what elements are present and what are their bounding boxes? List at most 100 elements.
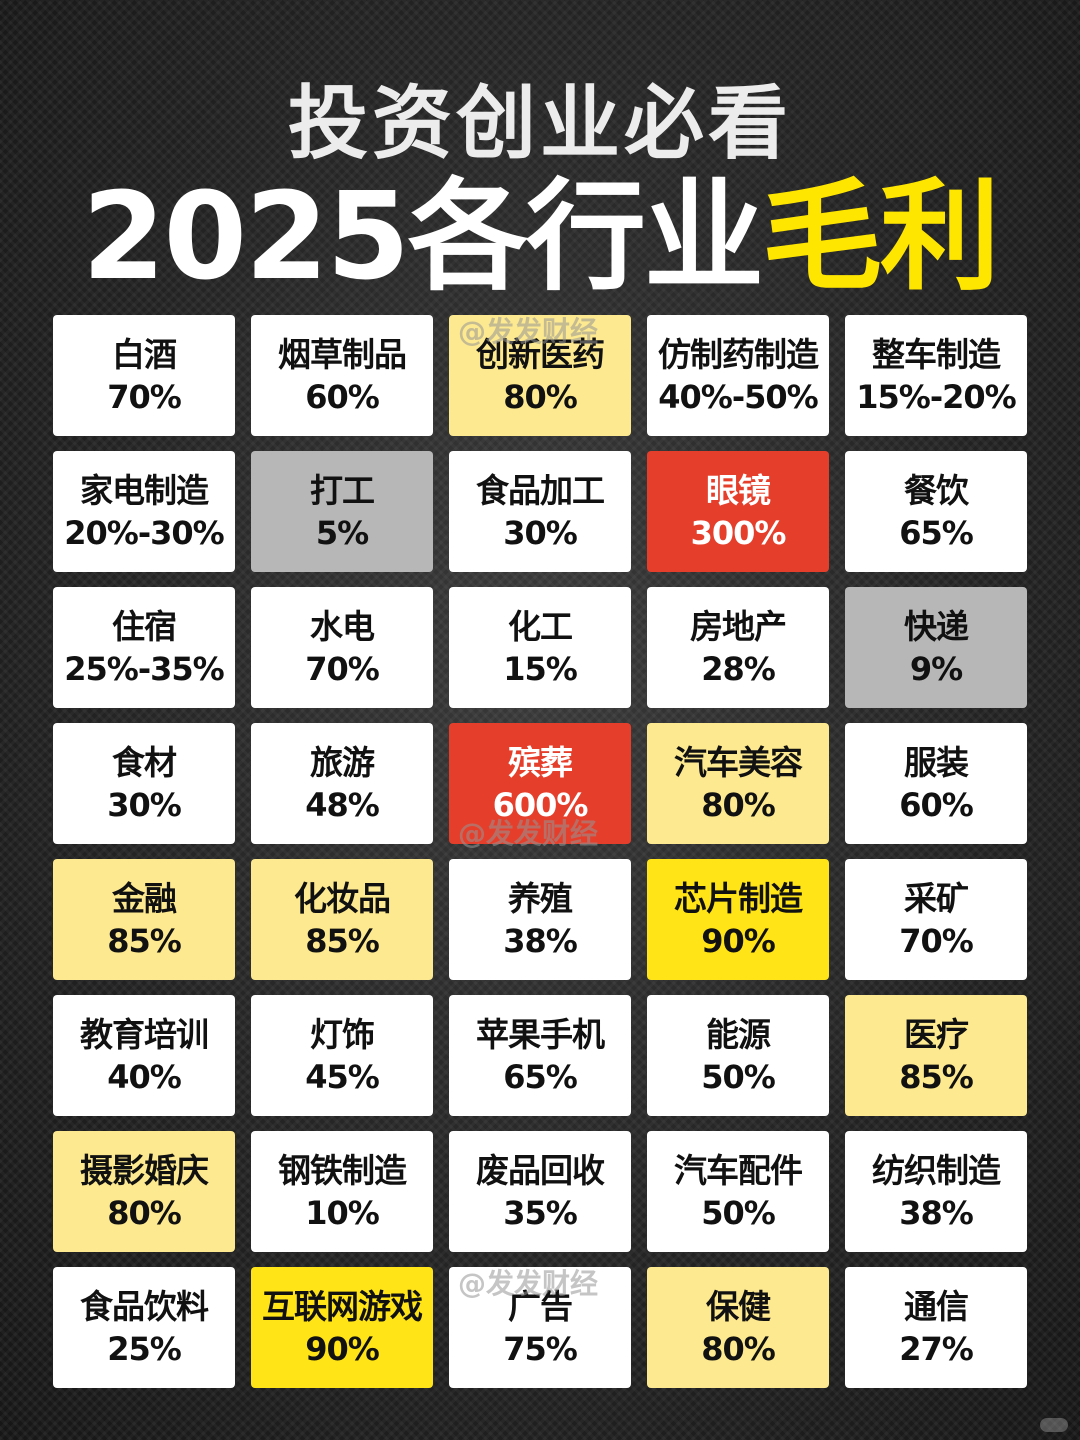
industry-name: 芯片制造 <box>674 878 803 918</box>
industry-name: 殡葬 <box>508 742 573 782</box>
industry-name: 白酒 <box>112 334 177 374</box>
gross-margin-value: 15%-20% <box>856 377 1016 416</box>
gross-margin-value: 70% <box>305 649 380 688</box>
industry-card: 眼镜 300% <box>647 451 829 572</box>
industry-name: 摄影婚庆 <box>80 1150 209 1190</box>
gross-margin-value: 80% <box>107 1193 182 1232</box>
gross-margin-value: 80% <box>503 377 578 416</box>
industry-card: 医疗 85% <box>845 995 1027 1116</box>
industry-name: 养殖 <box>508 878 573 918</box>
gross-margin-value: 70% <box>107 377 182 416</box>
industry-card: 仿制药制造 40%-50% <box>647 315 829 436</box>
title-main-text: 2025各行业 <box>82 168 764 307</box>
gross-margin-value: 85% <box>899 1057 974 1096</box>
industry-name: 汽车美容 <box>674 742 803 782</box>
industry-card: 教育培训 40% <box>53 995 235 1116</box>
industry-name: 钢铁制造 <box>278 1150 407 1190</box>
industry-card: 灯饰 45% <box>251 995 433 1116</box>
industry-name: 废品回收 <box>476 1150 605 1190</box>
industry-name: 房地产 <box>690 606 787 646</box>
gross-margin-value: 90% <box>305 1329 380 1368</box>
industry-card: 钢铁制造 10% <box>251 1131 433 1252</box>
industry-card: 广告 75% <box>449 1267 631 1388</box>
industry-card: 住宿 25%-35% <box>53 587 235 708</box>
corner-badge <box>1040 1418 1068 1432</box>
title-line-1: 投资创业必看 <box>288 77 792 170</box>
industry-name: 餐饮 <box>904 470 969 510</box>
gross-margin-value: 40% <box>107 1057 182 1096</box>
industry-card: 摄影婚庆 80% <box>53 1131 235 1252</box>
industry-name: 灯饰 <box>310 1014 375 1054</box>
industry-name: 眼镜 <box>706 470 771 510</box>
industry-name: 水电 <box>310 606 375 646</box>
industry-name: 通信 <box>904 1286 969 1326</box>
industry-name: 家电制造 <box>80 470 209 510</box>
gross-margin-value: 28% <box>701 649 776 688</box>
gross-margin-value: 65% <box>503 1057 578 1096</box>
gross-margin-value: 25% <box>107 1329 182 1368</box>
gross-margin-value: 45% <box>305 1057 380 1096</box>
industry-card: 汽车美容 80% <box>647 723 829 844</box>
industry-card: 废品回收 35% <box>449 1131 631 1252</box>
industry-name: 医疗 <box>904 1014 969 1054</box>
industry-name: 化妆品 <box>294 878 391 918</box>
industry-name: 食品饮料 <box>80 1286 209 1326</box>
industry-margin-grid: 白酒 70% 烟草制品 60% 创新医药 80% 仿制药制造 40%-50% 整车制造 15%-2… <box>53 315 1027 1388</box>
industry-card: 保健 80% <box>647 1267 829 1388</box>
gross-margin-value: 38% <box>899 1193 974 1232</box>
industry-card: 能源 50% <box>647 995 829 1116</box>
title-highlight-text: 毛利 <box>761 168 1000 307</box>
industry-card: 互联网游戏 90% <box>251 1267 433 1388</box>
industry-card: 养殖 38% <box>449 859 631 980</box>
industry-name: 教育培训 <box>80 1014 209 1054</box>
industry-name: 纺织制造 <box>872 1150 1001 1190</box>
gross-margin-value: 600% <box>492 785 589 824</box>
gross-margin-value: 48% <box>305 785 380 824</box>
gross-margin-value: 25%-35% <box>64 649 224 688</box>
industry-card: 芯片制造 90% <box>647 859 829 980</box>
industry-card: 汽车配件 50% <box>647 1131 829 1252</box>
industry-card: 餐饮 65% <box>845 451 1027 572</box>
industry-card: 水电 70% <box>251 587 433 708</box>
gross-margin-value: 60% <box>899 785 974 824</box>
industry-name: 仿制药制造 <box>658 334 819 374</box>
industry-card: 烟草制品 60% <box>251 315 433 436</box>
industry-card: 苹果手机 65% <box>449 995 631 1116</box>
industry-card: 纺织制造 38% <box>845 1131 1027 1252</box>
industry-name: 服装 <box>904 742 969 782</box>
gross-margin-value: 60% <box>305 377 380 416</box>
gross-margin-value: 80% <box>701 785 776 824</box>
industry-card: 打工 5% <box>251 451 433 572</box>
industry-name: 整车制造 <box>872 334 1001 374</box>
gross-margin-value: 35% <box>503 1193 578 1232</box>
gross-margin-value: 85% <box>305 921 380 960</box>
industry-card: 创新医药 80% <box>449 315 631 436</box>
gross-margin-value: 80% <box>701 1329 776 1368</box>
gross-margin-value: 20%-30% <box>64 513 224 552</box>
industry-card: 殡葬 600% <box>449 723 631 844</box>
gross-margin-value: 65% <box>899 513 974 552</box>
industry-card: 家电制造 20%-30% <box>53 451 235 572</box>
industry-name: 能源 <box>706 1014 771 1054</box>
industry-card: 服装 60% <box>845 723 1027 844</box>
gross-margin-value: 300% <box>690 513 787 552</box>
gross-margin-value: 85% <box>107 921 182 960</box>
industry-name: 保健 <box>706 1286 771 1326</box>
industry-name: 金融 <box>112 878 177 918</box>
gross-margin-value: 50% <box>701 1057 776 1096</box>
gross-margin-value: 15% <box>503 649 578 688</box>
industry-card: 食品饮料 25% <box>53 1267 235 1388</box>
industry-card: 通信 27% <box>845 1267 1027 1388</box>
gross-margin-value: 30% <box>503 513 578 552</box>
industry-name: 食材 <box>112 742 177 782</box>
industry-name: 采矿 <box>904 878 969 918</box>
industry-name: 快递 <box>904 606 969 646</box>
industry-name: 烟草制品 <box>278 334 407 374</box>
industry-card: 快递 9% <box>845 587 1027 708</box>
industry-name: 旅游 <box>310 742 375 782</box>
industry-card: 食品加工 30% <box>449 451 631 572</box>
gross-margin-value: 9% <box>909 649 963 688</box>
industry-name: 创新医药 <box>476 334 605 374</box>
industry-name: 食品加工 <box>476 470 605 510</box>
gross-margin-value: 70% <box>899 921 974 960</box>
